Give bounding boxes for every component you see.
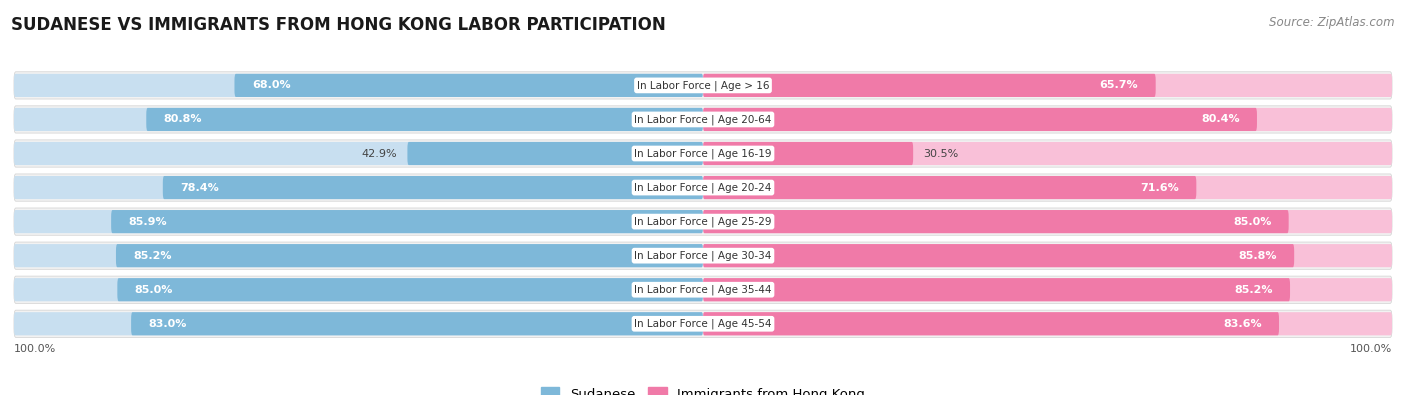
- FancyBboxPatch shape: [235, 74, 703, 97]
- FancyBboxPatch shape: [14, 72, 1392, 99]
- FancyBboxPatch shape: [14, 176, 703, 199]
- Text: 78.4%: 78.4%: [180, 182, 219, 192]
- FancyBboxPatch shape: [14, 174, 1392, 201]
- FancyBboxPatch shape: [703, 142, 912, 165]
- FancyBboxPatch shape: [14, 276, 1392, 303]
- Text: 83.6%: 83.6%: [1223, 319, 1261, 329]
- FancyBboxPatch shape: [703, 244, 1392, 267]
- FancyBboxPatch shape: [117, 278, 703, 301]
- FancyBboxPatch shape: [14, 106, 1392, 133]
- Text: 100.0%: 100.0%: [1350, 344, 1392, 354]
- Text: 30.5%: 30.5%: [924, 149, 959, 158]
- FancyBboxPatch shape: [14, 312, 703, 335]
- FancyBboxPatch shape: [703, 210, 1392, 233]
- Text: In Labor Force | Age 16-19: In Labor Force | Age 16-19: [634, 148, 772, 159]
- Text: In Labor Force | Age > 16: In Labor Force | Age > 16: [637, 80, 769, 90]
- FancyBboxPatch shape: [703, 244, 1294, 267]
- Text: 100.0%: 100.0%: [14, 344, 56, 354]
- Text: 80.8%: 80.8%: [163, 115, 202, 124]
- FancyBboxPatch shape: [703, 108, 1392, 131]
- FancyBboxPatch shape: [703, 74, 1392, 97]
- Text: In Labor Force | Age 25-29: In Labor Force | Age 25-29: [634, 216, 772, 227]
- Text: Source: ZipAtlas.com: Source: ZipAtlas.com: [1270, 16, 1395, 29]
- FancyBboxPatch shape: [703, 176, 1392, 199]
- Text: 85.0%: 85.0%: [135, 285, 173, 295]
- FancyBboxPatch shape: [163, 176, 703, 199]
- FancyBboxPatch shape: [703, 74, 1156, 97]
- FancyBboxPatch shape: [703, 108, 1257, 131]
- Text: 68.0%: 68.0%: [252, 81, 291, 90]
- FancyBboxPatch shape: [703, 278, 1392, 301]
- Text: 71.6%: 71.6%: [1140, 182, 1180, 192]
- FancyBboxPatch shape: [14, 278, 703, 301]
- FancyBboxPatch shape: [703, 312, 1279, 335]
- Text: 65.7%: 65.7%: [1099, 81, 1139, 90]
- Text: 85.2%: 85.2%: [134, 251, 172, 261]
- Text: In Labor Force | Age 20-24: In Labor Force | Age 20-24: [634, 182, 772, 193]
- FancyBboxPatch shape: [703, 312, 1392, 335]
- FancyBboxPatch shape: [14, 242, 1392, 269]
- FancyBboxPatch shape: [14, 210, 703, 233]
- Text: 85.2%: 85.2%: [1234, 285, 1272, 295]
- FancyBboxPatch shape: [111, 210, 703, 233]
- FancyBboxPatch shape: [14, 74, 703, 97]
- FancyBboxPatch shape: [703, 210, 1289, 233]
- Text: 85.0%: 85.0%: [1233, 216, 1271, 227]
- FancyBboxPatch shape: [146, 108, 703, 131]
- Text: In Labor Force | Age 20-64: In Labor Force | Age 20-64: [634, 114, 772, 125]
- Text: 85.9%: 85.9%: [128, 216, 167, 227]
- Text: 80.4%: 80.4%: [1201, 115, 1240, 124]
- FancyBboxPatch shape: [14, 108, 703, 131]
- Text: 85.8%: 85.8%: [1239, 251, 1277, 261]
- FancyBboxPatch shape: [703, 142, 1392, 165]
- FancyBboxPatch shape: [408, 142, 703, 165]
- Text: In Labor Force | Age 35-44: In Labor Force | Age 35-44: [634, 284, 772, 295]
- FancyBboxPatch shape: [14, 208, 1392, 235]
- FancyBboxPatch shape: [14, 140, 1392, 167]
- Text: 83.0%: 83.0%: [149, 319, 187, 329]
- Text: 42.9%: 42.9%: [361, 149, 396, 158]
- FancyBboxPatch shape: [14, 310, 1392, 337]
- FancyBboxPatch shape: [703, 176, 1197, 199]
- FancyBboxPatch shape: [115, 244, 703, 267]
- Text: In Labor Force | Age 45-54: In Labor Force | Age 45-54: [634, 318, 772, 329]
- FancyBboxPatch shape: [703, 278, 1291, 301]
- Text: In Labor Force | Age 30-34: In Labor Force | Age 30-34: [634, 250, 772, 261]
- FancyBboxPatch shape: [14, 142, 703, 165]
- Legend: Sudanese, Immigrants from Hong Kong: Sudanese, Immigrants from Hong Kong: [536, 382, 870, 395]
- FancyBboxPatch shape: [14, 244, 703, 267]
- FancyBboxPatch shape: [131, 312, 703, 335]
- Text: SUDANESE VS IMMIGRANTS FROM HONG KONG LABOR PARTICIPATION: SUDANESE VS IMMIGRANTS FROM HONG KONG LA…: [11, 16, 666, 34]
